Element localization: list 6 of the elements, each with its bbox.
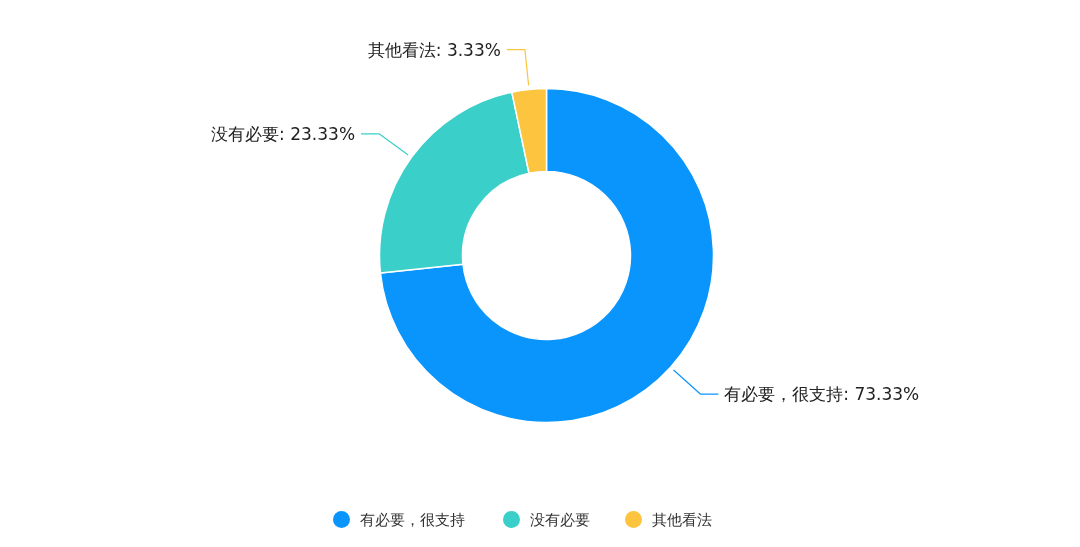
legend-label: 没有必要	[529, 510, 590, 529]
data-label: 没有必要: 23.33%	[211, 123, 356, 144]
data-label: 其他看法: 3.33%	[367, 39, 501, 60]
legend-label: 其他看法	[651, 510, 712, 529]
data-label: 有必要，很支持: 73.33%	[724, 384, 920, 405]
legend-label: 有必要，很支持	[359, 510, 465, 529]
